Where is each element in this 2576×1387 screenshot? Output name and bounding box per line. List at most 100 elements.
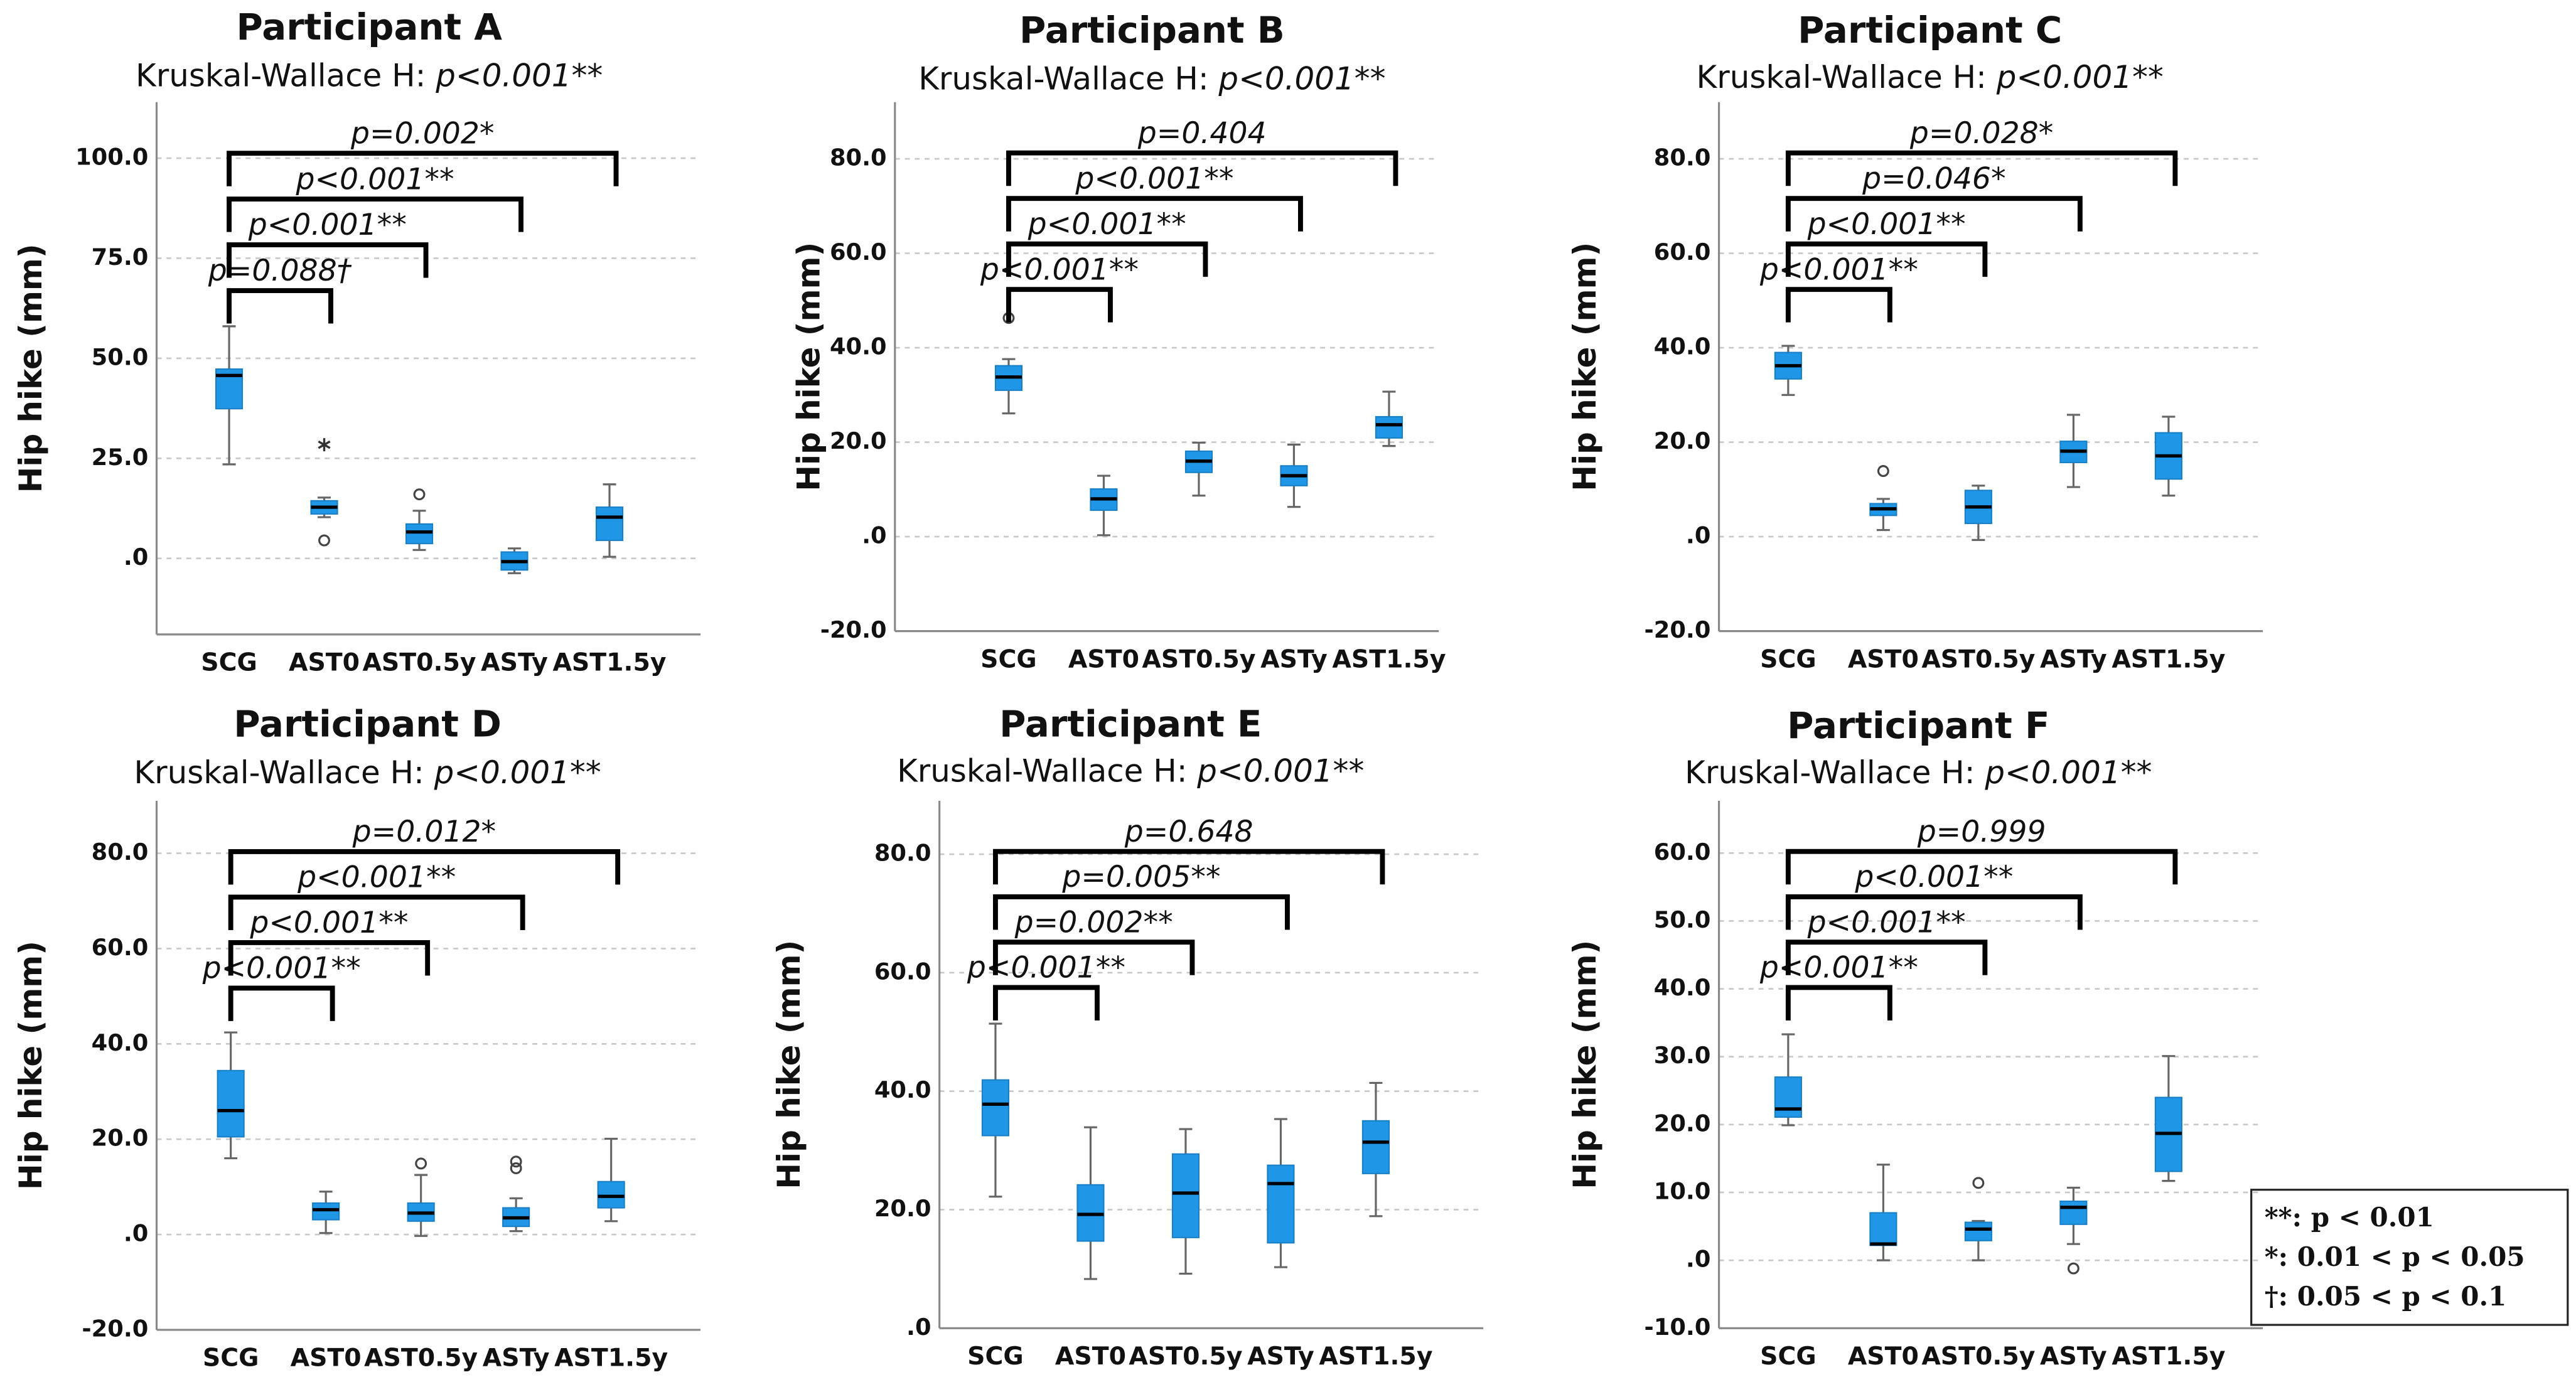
x-tick-label: AST1.5y [1319,1342,1432,1371]
significance-bracket [1006,287,1113,323]
x-tick-label: SCG [980,645,1037,673]
x-tick-label: AST0 [1848,645,1919,673]
x-tick-label: AST0.5y [364,1344,478,1373]
y-tick-label: 30.0 [1654,1042,1711,1069]
outlier [2067,1262,2080,1275]
x-tick-label: ASTy [2040,1342,2107,1371]
significance-label: p=0.088† [208,254,352,288]
significance-bracket [1785,150,2178,186]
subtitle-stat: p<0.001** [434,754,601,791]
y-tick-label: .0 [124,1220,149,1247]
significance-label: p<0.001** [1807,207,1966,242]
significance-bracket [1785,849,2178,885]
x-tick-label: AST1.5y [1332,645,1446,673]
outlier [1877,465,1889,477]
panel: Participant A Kruskal-Wallace H: p<0.001**… [13,6,700,677]
x-tick-label: AST0.5y [362,648,476,677]
chart-title: Participant C [1798,9,2062,51]
significance-label: p=0.002* [350,116,494,151]
significance-bracket [1006,150,1398,186]
y-tick-label: .0 [906,1314,931,1341]
significance-label: p<0.001** [1028,207,1186,242]
chart-title: Participant F [1787,704,2049,747]
significance-label: p=0.999 [1917,815,2046,849]
y-tick-label: 40.0 [1654,974,1711,1001]
subtitle: Kruskal-Wallace H: p<0.001** [918,60,1385,97]
box [1171,1153,1200,1238]
subtitle-stat: p<0.001** [435,57,603,94]
box [405,523,434,545]
x-tick-label: ASTy [481,648,548,677]
y-tick-label: 60.0 [92,934,149,961]
subtitle: Kruskal-Wallace H: p<0.001** [136,57,603,94]
subtitle-stat: p<0.001** [1984,754,2152,791]
significance-label: p<0.001** [202,951,361,986]
y-tick-label: 40.0 [1654,333,1711,360]
y-axis-label: Hip hike (mm) [1567,940,1603,1189]
outlier [415,1157,427,1170]
x-tick-label: AST0.5y [1142,645,1255,673]
x-tick-label: AST0.5y [1921,645,2035,673]
box [595,506,624,542]
outlier [318,534,330,547]
y-tick-label: 25.0 [92,444,149,471]
significance-label: p<0.001** [248,208,407,242]
y-tick-label: 60.0 [1654,238,1711,265]
significance-label: p<0.001** [1759,951,1918,985]
box [597,1181,625,1209]
y-tick-label: 40.0 [92,1029,149,1056]
y-tick-label: 80.0 [830,144,887,171]
significance-bracket [1785,985,1892,1021]
box [1267,1164,1295,1244]
subtitle-text: Kruskal-Wallace H: [1697,59,1987,95]
chart-title: Participant A [236,6,502,48]
x-tick-label: SCG [1760,1342,1817,1371]
y-tick-label: 50.0 [92,343,149,370]
y-tick-label: 80.0 [874,840,931,867]
y-tick-label: -20.0 [1645,616,1711,643]
chart-title: Participant D [233,703,502,746]
x-tick-label: AST1.5y [2112,1342,2225,1371]
y-tick-label: .0 [1686,1246,1711,1273]
y-tick-label: 50.0 [1654,906,1711,933]
subtitle-text: Kruskal-Wallace H: [897,752,1187,789]
y-tick-label: 40.0 [830,333,887,360]
subtitle-text: Kruskal-Wallace H: [134,754,424,791]
outlier [1972,1177,1985,1189]
x-tick-label: AST1.5y [552,648,666,677]
x-tick-label: AST0 [1848,1342,1919,1371]
significance-label: p<0.001** [1759,252,1918,287]
y-tick-label: .0 [124,544,149,570]
y-tick-label: 75.0 [92,244,149,270]
box [2059,1201,2088,1225]
y-tick-label: .0 [1686,522,1711,549]
subtitle-text: Kruskal-Wallace H: [1685,754,1975,791]
significance-bracket [1785,894,2083,930]
panel: Participant C Kruskal-Wallace H: p<0.001**… [1567,9,2263,673]
x-tick-label: SCG [1760,645,1817,673]
y-tick-label: -20.0 [82,1315,148,1342]
y-tick-label: 40.0 [874,1076,931,1103]
y-tick-label: 20.0 [92,1125,149,1152]
subtitle-text: Kruskal-Wallace H: [918,60,1208,97]
outlier [510,1155,522,1168]
y-axis-label: Hip hike (mm) [771,940,807,1189]
subtitle: Kruskal-Wallace H: p<0.001** [134,754,601,791]
y-axis-label: Hip hike (mm) [13,244,49,493]
extreme-outlier [318,438,331,452]
significance-bracket [1006,241,1208,277]
significance-label: p<0.001** [297,860,456,895]
panel: Participant D Kruskal-Wallace H: p<0.001**… [13,703,700,1373]
chart-title: Participant E [999,703,1262,746]
subtitle: Kruskal-Wallace H: p<0.001** [1685,754,2152,791]
x-tick-label: ASTy [1247,1342,1314,1371]
x-tick-label: AST0 [291,1344,362,1373]
legend-box [2250,1189,2569,1326]
x-tick-label: AST0 [1055,1342,1126,1371]
y-tick-label: 100.0 [75,144,148,171]
box [1774,1076,1802,1118]
significance-bracket [1785,196,2083,232]
outlier [413,488,426,501]
significance-bracket [228,849,621,885]
